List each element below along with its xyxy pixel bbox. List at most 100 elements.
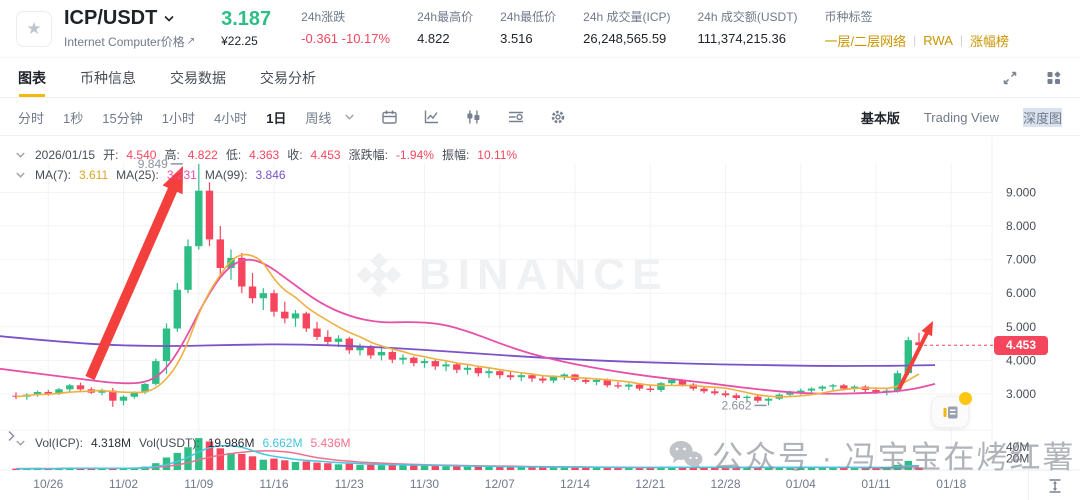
stat-column: 24h最低价 3.516 xyxy=(500,8,556,50)
ma-value: 3.231 xyxy=(166,168,197,182)
tag-separator: | xyxy=(913,33,917,47)
coin-tag-link[interactable]: RWA xyxy=(923,32,953,48)
svg-text:20M: 20M xyxy=(1006,452,1029,466)
coin-tag-link[interactable]: 一层/二层网络 xyxy=(824,33,907,49)
channel-watermark-text: 公众号 · 冯宝宝在烤红薯 xyxy=(712,440,1076,475)
calendar-icon[interactable] xyxy=(381,109,398,125)
svg-text:8.000: 8.000 xyxy=(1006,219,1036,233)
svg-text:6.000: 6.000 xyxy=(1006,286,1036,300)
symbol-selector[interactable]: ICP/USDT xyxy=(64,7,195,30)
stat-label: 24h 成交额(USDT) xyxy=(697,9,798,24)
ohlc-label: 收: xyxy=(287,148,303,162)
vol-label: Vol(USDT): xyxy=(139,436,200,450)
interval-button[interactable]: 4小时 xyxy=(213,110,248,126)
star-icon: ★ xyxy=(26,18,42,38)
view-button[interactable]: 基本版 xyxy=(860,110,900,126)
ma-legend: MA(7): 3.611 MA(25): 3.231 MA(99): 3.846 xyxy=(16,168,286,182)
stat-value: 26,248,565.59 xyxy=(583,30,667,46)
svg-text:11/30: 11/30 xyxy=(410,477,439,491)
ohlc-value: -1.94% xyxy=(395,147,434,162)
wechat-icon xyxy=(669,440,703,469)
svg-text:01/18: 01/18 xyxy=(936,477,966,491)
ma-label: MA(25): xyxy=(116,168,159,182)
vol-ma-value: 6.662M xyxy=(262,436,303,450)
news-button[interactable] xyxy=(931,392,972,428)
view-switcher: 基本版 Trading View 深度图 xyxy=(860,107,1062,127)
tab-3[interactable]: 交易数据 xyxy=(170,69,226,86)
interval-button[interactable]: 1日 xyxy=(266,110,287,126)
vol-value: 19.986M xyxy=(207,436,255,450)
svg-text:2.662: 2.662 xyxy=(721,398,751,412)
chart-area: BINANCE 9.849 2.662 9.000 8.000 7.000 6.000 5.… xyxy=(0,137,1080,500)
tabs: 图表 币种信息 交易数据 交易分析 xyxy=(18,58,316,97)
tab-1[interactable]: 图表 xyxy=(18,58,46,97)
svg-text:3.000: 3.000 xyxy=(1006,387,1036,401)
last-price-badge: 4.453 xyxy=(994,335,1048,355)
candlestick-style-icon[interactable] xyxy=(465,109,482,125)
svg-text:4.000: 4.000 xyxy=(1006,353,1036,367)
view-button[interactable]: Trading View xyxy=(923,109,999,125)
ohlc-label: 低: xyxy=(225,148,242,162)
svg-text:12/14: 12/14 xyxy=(560,477,590,491)
svg-text:12/21: 12/21 xyxy=(635,477,665,491)
line-chart-icon[interactable] xyxy=(423,109,440,125)
layout-grid-icon[interactable] xyxy=(1046,70,1062,86)
symbol-name: ICP/USDT xyxy=(64,7,158,29)
tab-2[interactable]: 币种信息 xyxy=(80,69,136,86)
ma-label: MA(7): xyxy=(35,168,71,182)
tags-label: 币种标签 xyxy=(824,9,873,24)
svg-text:40M: 40M xyxy=(1006,440,1029,454)
stat-value: -0.361 -10.17% xyxy=(301,30,391,46)
interval-button[interactable]: 1小时 xyxy=(161,110,195,126)
svg-text:01/11: 01/11 xyxy=(861,477,890,491)
fullscreen-icon[interactable] xyxy=(1002,70,1018,86)
collapse-chevron-icon[interactable] xyxy=(16,152,25,158)
price-block: 3.187 ¥22.25 xyxy=(221,8,272,49)
stat-column: 24h 成交量(ICP) 26,248,565.59 xyxy=(583,8,670,50)
svg-text:12/07: 12/07 xyxy=(485,477,515,491)
chart-toolbar: 分时 1秒 15分钟 1小时 4小时 1日 周线 xyxy=(0,99,1080,136)
price-cny: ¥22.25 xyxy=(221,34,258,48)
tab-bar: 图表 币种信息 交易数据 交易分析 xyxy=(0,58,1080,98)
interval-dropdown-caret[interactable] xyxy=(345,114,355,120)
svg-text:7.000: 7.000 xyxy=(1006,253,1036,267)
interval-button[interactable]: 周线 xyxy=(305,110,332,126)
stats-row: 24h涨跌 -0.361 -10.17% 24h最高价 4.822 24h最低价 3.51… xyxy=(301,8,1009,50)
binance-watermark: BINANCE xyxy=(353,249,668,301)
settings-gear-icon[interactable] xyxy=(550,109,566,125)
pane-collapse-handle[interactable] xyxy=(6,429,16,448)
price-scale-settings[interactable] xyxy=(1028,471,1080,500)
tags-list: 一层/二层网络 | RWA | 涨幅榜 xyxy=(825,31,1010,50)
tab-4[interactable]: 交易分析 xyxy=(260,69,316,86)
ohlc-value: 4.453 xyxy=(310,147,341,162)
candlestick-chart[interactable]: 9.849 2.662 9.000 8.000 7.000 6.000 5.000 4.000… xyxy=(0,137,1080,500)
stat-value: 3.516 xyxy=(500,30,533,46)
stat-label: 24h最高价 xyxy=(417,9,474,24)
notification-dot xyxy=(959,392,972,405)
view-button[interactable]: 深度图 xyxy=(1022,107,1062,127)
ohlc-label: 开: xyxy=(103,148,119,162)
stat-label: 24h涨跌 xyxy=(301,9,346,24)
stat-column: 24h涨跌 -0.361 -10.17% xyxy=(301,8,390,50)
stat-value: 111,374,215.36 xyxy=(697,30,786,46)
collapse-chevron-icon[interactable] xyxy=(16,172,25,178)
last-price: 3.187 xyxy=(221,8,272,30)
symbol-subtitle-link[interactable]: Internet Computer价格 ↗ xyxy=(64,35,196,49)
binance-watermark-text: BINANCE xyxy=(419,250,669,299)
stat-label: 24h最低价 xyxy=(500,9,557,24)
indicators-icon[interactable] xyxy=(507,109,525,125)
interval-button[interactable]: 15分钟 xyxy=(102,110,143,126)
favorite-button[interactable]: ★ xyxy=(16,10,52,47)
collapse-chevron-icon[interactable] xyxy=(16,440,25,446)
stat-label: 24h 成交量(ICP) xyxy=(583,9,671,24)
interval-selector: 分时 1秒 15分钟 1小时 4小时 1日 周线 xyxy=(18,108,331,127)
ohlc-date: 2026/01/15 xyxy=(35,147,96,162)
interval-button[interactable]: 分时 xyxy=(18,110,45,126)
stat-column: 24h 成交额(USDT) 111,374,215.36 xyxy=(698,8,798,50)
svg-text:12/28: 12/28 xyxy=(710,477,740,491)
ohlc-label: 振幅: xyxy=(441,148,470,162)
tabbar-icons xyxy=(1002,70,1062,86)
coin-tag-link[interactable]: 涨幅榜 xyxy=(970,33,1010,49)
interval-button[interactable]: 1秒 xyxy=(63,110,84,126)
